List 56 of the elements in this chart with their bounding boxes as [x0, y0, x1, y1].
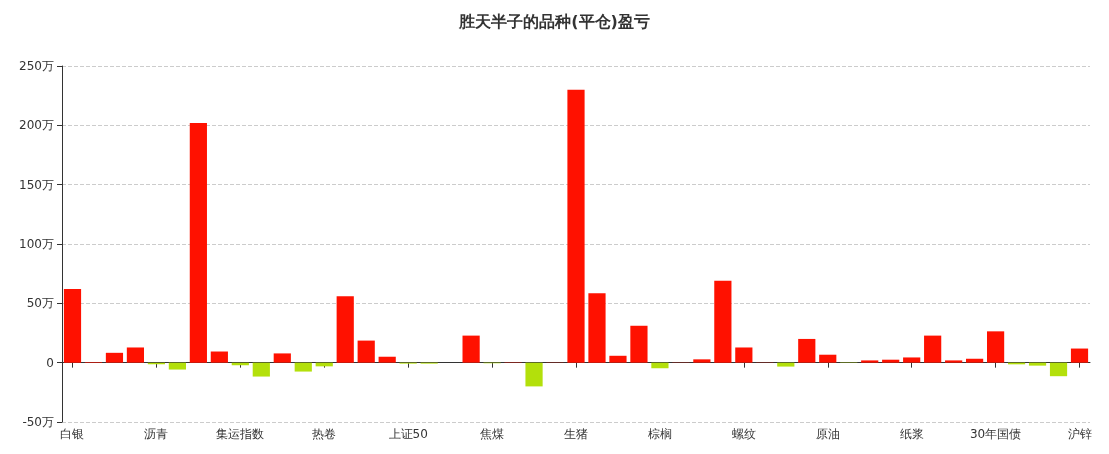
x-tick-label: 沪锌	[1067, 427, 1092, 441]
bar	[588, 293, 606, 363]
bar	[986, 331, 1005, 363]
x-tick-label: 原油	[815, 427, 840, 441]
y-tick-label: 100万	[19, 237, 54, 251]
chart-title: 胜天半子的品种(平仓)盈亏	[458, 11, 650, 31]
y-tick-label: 250万	[19, 59, 54, 73]
bar	[378, 356, 396, 363]
bar	[735, 347, 753, 363]
y-tick-label: 50万	[26, 296, 54, 311]
x-tick-label: 热卷	[312, 427, 337, 441]
y-tick-label: 0	[46, 355, 54, 370]
bar	[63, 289, 82, 363]
bar	[630, 325, 648, 363]
bar	[777, 362, 795, 367]
x-tick-label: 螺纹	[731, 427, 756, 441]
bar	[903, 357, 921, 363]
bar	[651, 362, 669, 369]
x-tick-label: 纸浆	[899, 427, 924, 441]
bar	[714, 280, 732, 363]
bar	[336, 296, 354, 363]
bar	[693, 359, 711, 363]
bar	[126, 347, 145, 363]
x-tick-label: 棕榈	[647, 427, 672, 441]
bar	[1070, 348, 1089, 363]
bar	[567, 89, 585, 363]
y-tick-label: 200万	[19, 118, 54, 133]
bar	[882, 359, 900, 363]
x-tick-label: 沥青	[144, 427, 169, 441]
x-tick-label: 集运指数	[216, 427, 265, 441]
bar	[966, 358, 984, 363]
bar	[462, 335, 480, 363]
bar	[357, 340, 375, 363]
bar	[1049, 362, 1068, 377]
bar	[252, 362, 270, 377]
x-tick-label: 30年国债	[969, 427, 1022, 441]
bar	[168, 362, 186, 370]
x-tick-label: 焦煤	[480, 427, 505, 441]
bar	[273, 353, 291, 363]
bar	[861, 360, 879, 363]
bar	[924, 335, 942, 363]
y-tick-label: -50万	[22, 415, 54, 429]
bar	[189, 122, 207, 363]
y-tick-label: 150万	[19, 177, 54, 192]
bar	[105, 352, 124, 363]
x-tick-label: 上证50	[388, 427, 428, 441]
bar	[525, 362, 543, 387]
bar	[1028, 362, 1047, 366]
bar	[210, 351, 228, 363]
x-tick-label: 生猪	[564, 427, 588, 441]
bar	[945, 360, 963, 363]
x-tick-label: 白银	[60, 427, 85, 441]
bar	[294, 362, 312, 372]
bar	[798, 338, 816, 363]
bar	[819, 354, 837, 363]
bar	[609, 355, 627, 363]
